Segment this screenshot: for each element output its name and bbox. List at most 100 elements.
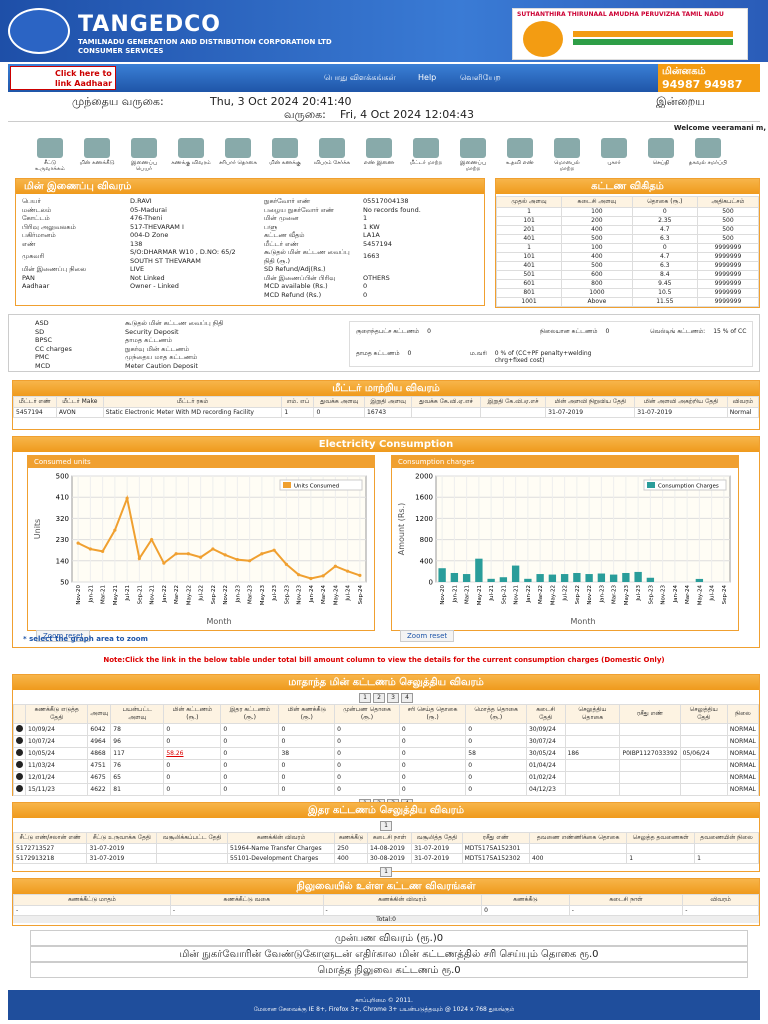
page-button[interactable]: 2 (373, 693, 385, 703)
nav-link[interactable]: Help (418, 73, 437, 82)
menu-item[interactable]: கணக்கு விவரம் (171, 138, 211, 166)
nav-link[interactable]: வெளியேற (460, 73, 501, 82)
charge-value: 0 (427, 328, 431, 335)
kv-text: 1663 (363, 252, 380, 261)
play-icon[interactable] (16, 785, 23, 792)
play-icon[interactable] (16, 749, 23, 756)
cell-text: 31-07-2019 (414, 855, 450, 862)
play-icon[interactable] (16, 773, 23, 780)
menu-item[interactable]: உதவி எண் (500, 138, 540, 166)
aadhaar-link[interactable]: Click here to link Aadhaar (10, 66, 116, 90)
menu-item[interactable]: மின் கணக்கீடு (77, 138, 117, 166)
cell-text: 4868 (90, 750, 106, 757)
page-button[interactable]: 1 (380, 821, 392, 831)
play-icon[interactable] (16, 761, 23, 768)
page-button[interactable]: 1 (380, 867, 392, 877)
play-icon[interactable] (16, 737, 23, 744)
menu-label: இணைப்பு பெயர் (131, 160, 157, 172)
header-cell: கணக்கீடு (481, 894, 570, 906)
header-cell: கடைசி அளவு (561, 196, 633, 208)
zoom-reset[interactable]: Zoom reset (400, 630, 455, 642)
nav-link[interactable]: பொது விளக்கங்கள் (324, 73, 396, 82)
table-cell: MDT5175A152302 (461, 853, 531, 864)
y-tick-label: 50 (60, 579, 69, 587)
table-row: 101 400 4.7 9999999 (495, 252, 760, 262)
play-icon[interactable] (16, 725, 23, 732)
page-button[interactable]: 4 (401, 693, 413, 703)
chart-title: Consumption charges (392, 456, 738, 468)
table-cell: 65 (110, 771, 165, 784)
bill-link[interactable]: 58.26 (166, 750, 184, 757)
cell-text: 51964-Name Transfer Charges (230, 845, 322, 852)
menu-item[interactable]: சீட்டு உருவாக்கம் (30, 138, 70, 172)
table-cell: 30/07/24 (525, 735, 566, 748)
x-tick-label: Nov-22 (223, 585, 229, 605)
table-cell: 0 (631, 243, 698, 253)
menu-item[interactable]: புகார் (594, 138, 634, 166)
chart-title: Consumed units (28, 456, 374, 468)
kv-label: பகிர்மானம் (22, 231, 56, 239)
cell-text: 0 (662, 244, 667, 251)
cell-text: 81 (113, 786, 121, 793)
menu-item[interactable]: இணைப்பு மாற்ற (453, 138, 493, 172)
header-cell: சீட்டு எண்/சலான் எண் (12, 832, 88, 844)
table-cell: 1 (626, 853, 696, 864)
table-cell: 9999999 (696, 243, 760, 253)
data-table: சீட்டு எண்/சலான் எண் சீட்டு உருவாக்க தேதி… (12, 832, 759, 864)
table-cell: 04/12/23 (525, 783, 566, 796)
cell-text: - (685, 907, 688, 914)
table-cell: 6042 (87, 723, 112, 736)
kv-text: D.RAVI (130, 197, 152, 205)
menu-item[interactable]: இணைப்பு பெயர் (124, 138, 164, 172)
cell-text: 55101-Development Charges (230, 855, 319, 862)
cell-text: 9999999 (714, 271, 742, 278)
kv-text: 05517004138 (363, 197, 409, 205)
cell-text: 4622 (90, 786, 106, 793)
menu-item[interactable]: விபரம் சேர்க்க (312, 138, 352, 166)
point (162, 561, 166, 565)
x-tick-label: Nov-22 (587, 585, 593, 605)
kv-label: எண் (22, 239, 36, 248)
table-cell: 1 (495, 207, 563, 217)
bar (475, 558, 483, 582)
today: இன்றைய (656, 95, 705, 108)
table-cell: 0 (334, 771, 400, 784)
header-cell: பயன்பட்ட அளவு (110, 704, 165, 724)
table-row: 5172913218 31-07-2019 55101-Development Ch… (12, 853, 759, 864)
kv-row: பகிர்மானம் 004-D Zone (20, 231, 260, 240)
table-cell: 4.7 (631, 225, 698, 235)
point (297, 573, 301, 577)
cell-text: 0 (484, 907, 488, 914)
x-tick-label: Sep-22 (575, 585, 581, 604)
kv-value: 0 (361, 291, 482, 300)
cell-text: 250 (337, 845, 349, 852)
kv-value (361, 265, 482, 274)
cell-text: 801 (523, 289, 535, 296)
table-cell: 600 (561, 270, 633, 280)
footer: காப்புரிமை © 2011. மேலான சேவைக்கு IE 8+,… (8, 990, 760, 1020)
helpline-number: 94987 94987 (662, 78, 743, 91)
page-button[interactable]: 3 (387, 693, 399, 703)
menu-item[interactable]: மின் கணக்கு (265, 138, 305, 166)
kv-label: கட்டண வீதம் (264, 231, 305, 239)
table-cell: 5457194 (13, 407, 57, 418)
table-cell: 0 (334, 759, 400, 772)
zoom-reset[interactable]: Zoom reset (36, 630, 91, 642)
kv-label: PAN (22, 273, 35, 282)
table-cell (564, 783, 621, 796)
menu-item[interactable]: தகவல் சமர்ப்பி (688, 138, 728, 166)
cell-text: 117 (113, 750, 125, 757)
menu-item[interactable]: எண் இணை (359, 138, 399, 166)
menu-label: மொபைல் மாற்ற (554, 160, 580, 172)
menu-icon (507, 138, 533, 158)
menu-item[interactable]: மொபைல் மாற்ற (547, 138, 587, 172)
cell-text: 14-08-2019 (369, 845, 405, 852)
page-button[interactable]: 1 (359, 693, 371, 703)
table-cell: 6.3 (631, 261, 698, 271)
menu-item[interactable]: செய்தி (641, 138, 681, 166)
menu-item[interactable]: சரிபார் தொகை (218, 138, 258, 166)
header-cell: வசூலிக்கப்பட்ட தேதி (156, 832, 229, 844)
previous-time: Thu, 3 Oct 2024 20:41:40 (210, 95, 352, 108)
menu-item[interactable]: மீட்டர் மாற்ற (406, 138, 446, 166)
